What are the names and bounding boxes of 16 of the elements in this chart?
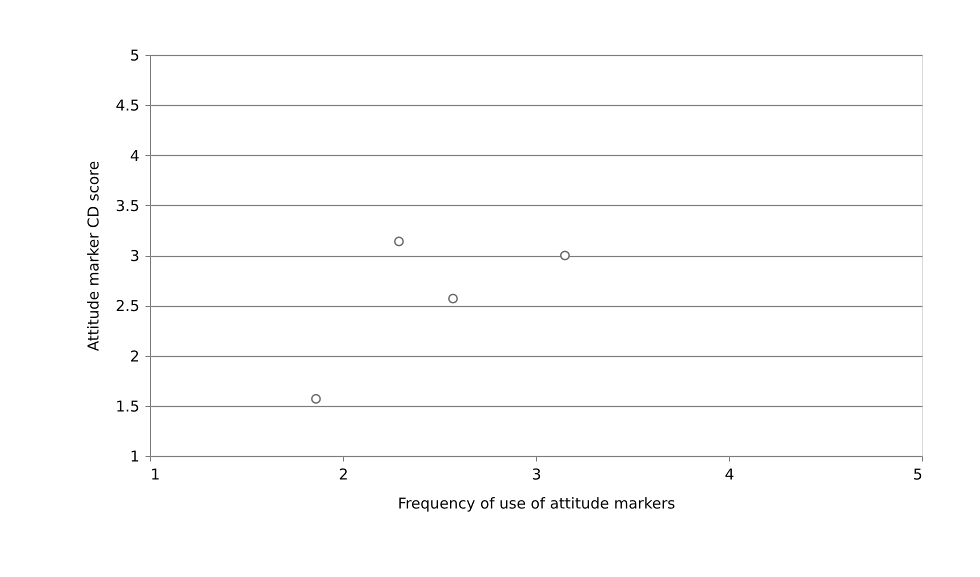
x-tick-label: 5 <box>912 466 922 484</box>
x-axis-title: Frequency of use of attitude markers <box>398 494 676 512</box>
x-tick-label: 2 <box>338 466 348 484</box>
y-axis-title: Attitude marker CD score <box>84 160 103 352</box>
y-tick-label: 2 <box>130 347 140 366</box>
x-tick-label: 4 <box>724 466 734 484</box>
x-tick-label: 3 <box>532 466 542 484</box>
y-tick-label: 3.5 <box>116 196 140 215</box>
y-tick-label: 3 <box>130 247 140 265</box>
y-tick-label: 4 <box>130 146 140 165</box>
y-tick-label: 4.5 <box>116 96 140 115</box>
y-tick-label: 1 <box>130 448 140 466</box>
x-tick-label: 1 <box>150 466 160 484</box>
y-tick-label: 1.5 <box>116 397 140 416</box>
y-tick-label: 5 <box>130 46 140 64</box>
y-tick-label: 2.5 <box>116 297 140 316</box>
